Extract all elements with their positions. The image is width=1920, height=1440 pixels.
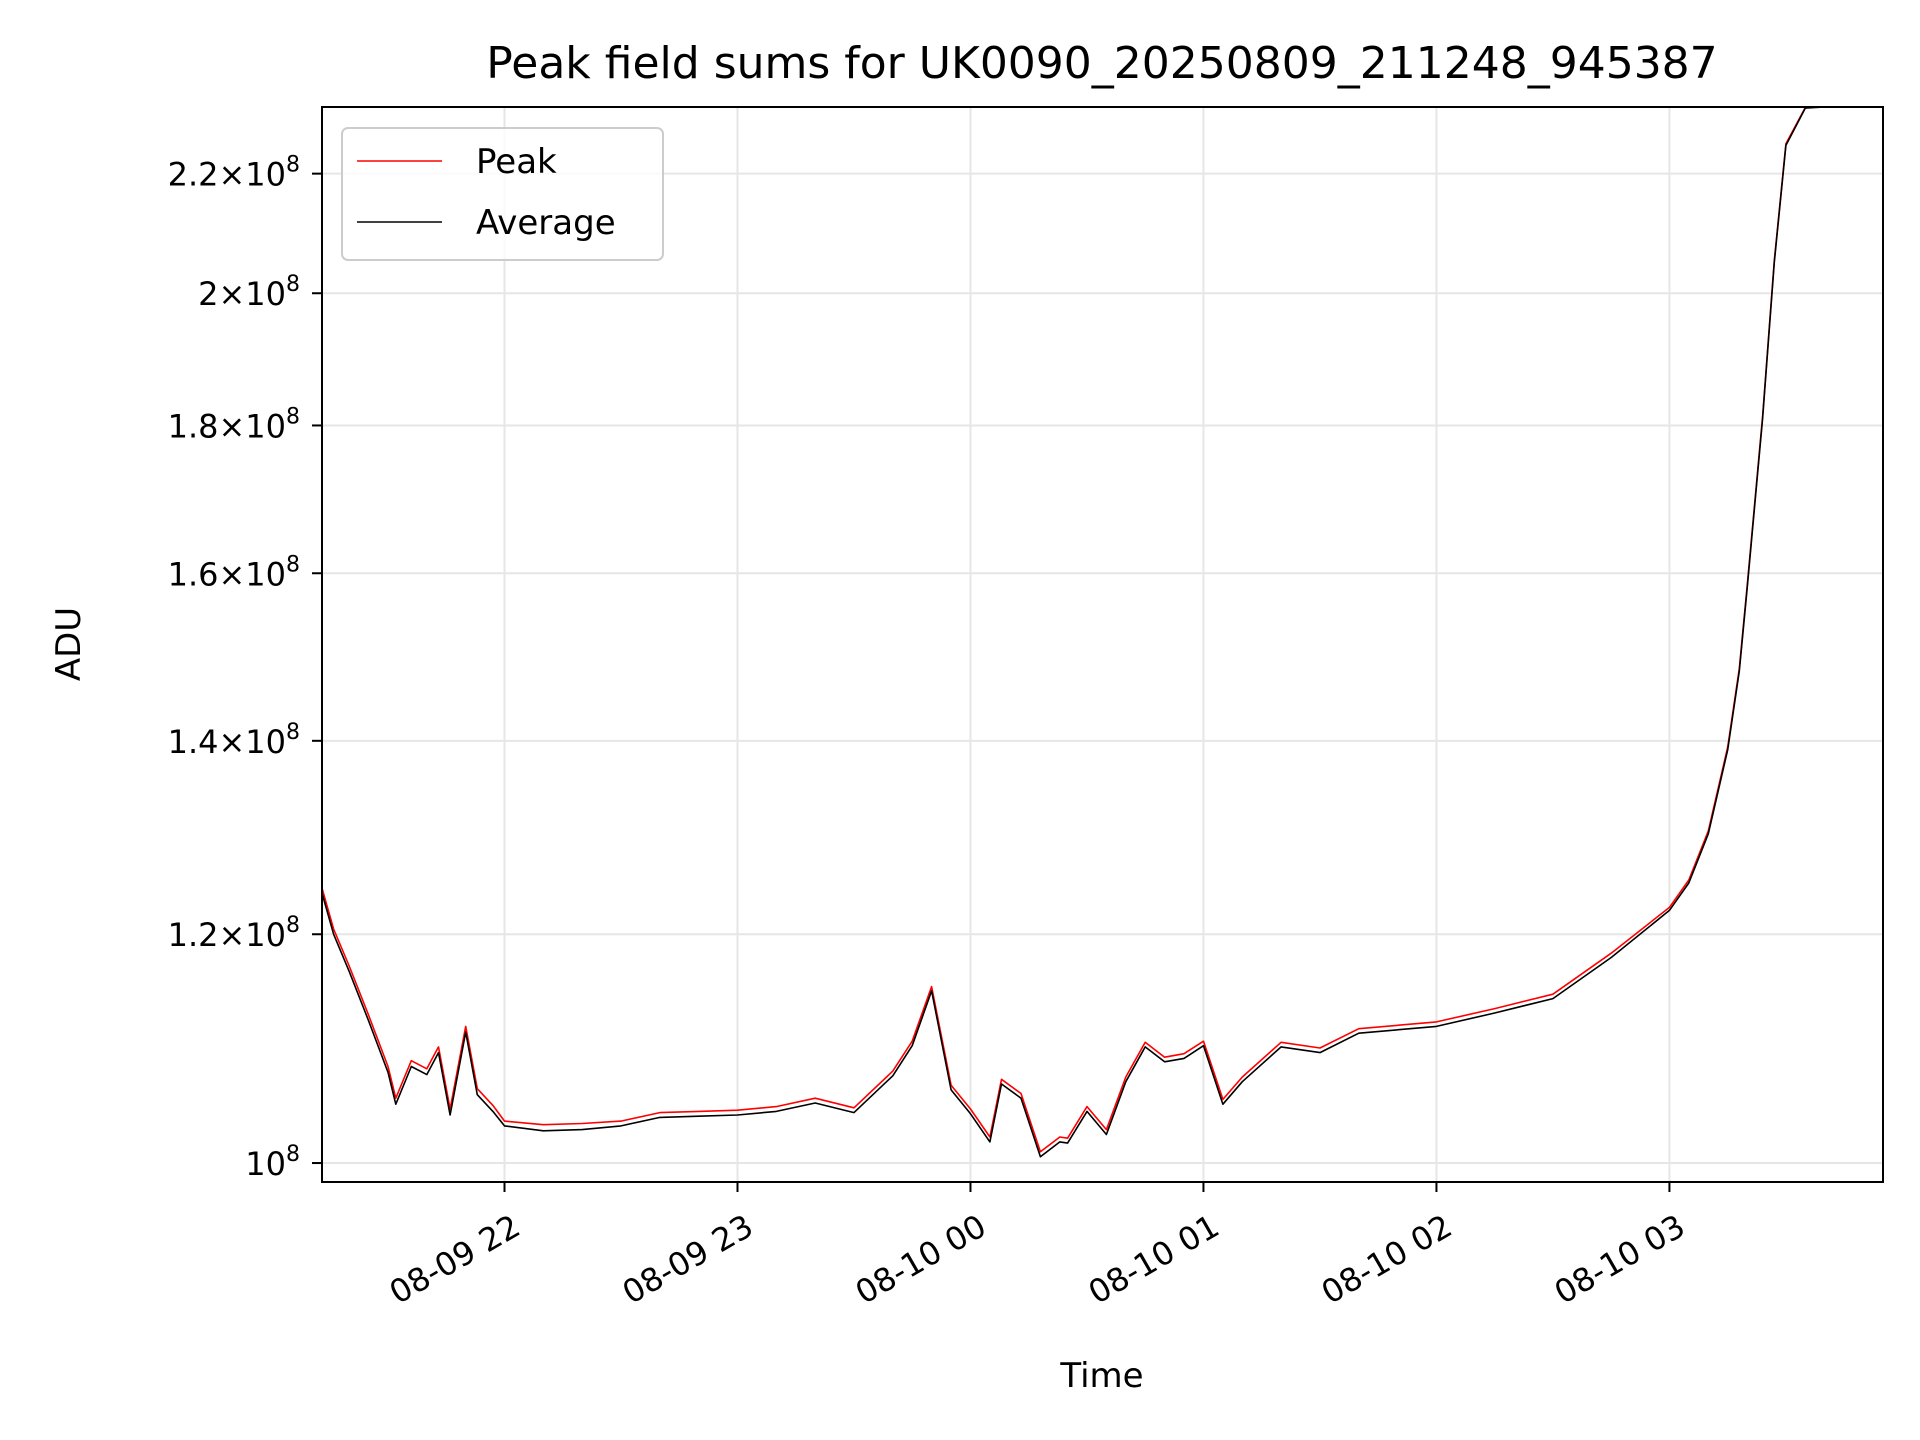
x-tick-label: 08-10 02	[1315, 1207, 1459, 1312]
plot-frame	[321, 106, 1884, 1183]
x-tick-label: 08-09 23	[616, 1207, 760, 1312]
legend-label-peak: Peak	[476, 142, 557, 182]
series-line-average	[322, 107, 1883, 1158]
x-tick-label: 08-10 03	[1548, 1207, 1692, 1312]
y-axis: 108 1.2×108 1.4×108 1.6×108 1.8×108 2×108 2.2×…	[168, 153, 322, 1183]
legend: Peak Average	[341, 127, 664, 261]
y-axis-label: ADU	[49, 607, 89, 681]
x-tick-label: 08-10 01	[1082, 1207, 1226, 1312]
y-tick-label: 1.6×108	[168, 552, 300, 593]
legend-label-average: Average	[476, 203, 616, 243]
chart-title: Peak field sums for UK0090_20250809_2112…	[486, 38, 1717, 89]
y-tick-label: 2.2×108	[168, 153, 300, 194]
x-tick-label: 08-09 22	[383, 1207, 527, 1312]
series-layer	[322, 107, 1883, 1158]
x-tick-label: 08-10 00	[849, 1207, 993, 1312]
series-line-peak	[322, 107, 1883, 1153]
y-tick-label: 1.8×108	[168, 404, 300, 445]
x-axis: 08-09 22 08-09 23 08-10 00 08-10 01 08-10 02…	[383, 1182, 1692, 1312]
grid	[322, 107, 1883, 1182]
y-tick-label: 2×108	[198, 272, 300, 313]
y-tick-label: 1.4×108	[168, 720, 300, 761]
y-tick-label: 1.2×108	[168, 913, 300, 954]
y-tick-label: 108	[245, 1142, 300, 1183]
x-axis-label: Time	[1059, 1356, 1143, 1396]
